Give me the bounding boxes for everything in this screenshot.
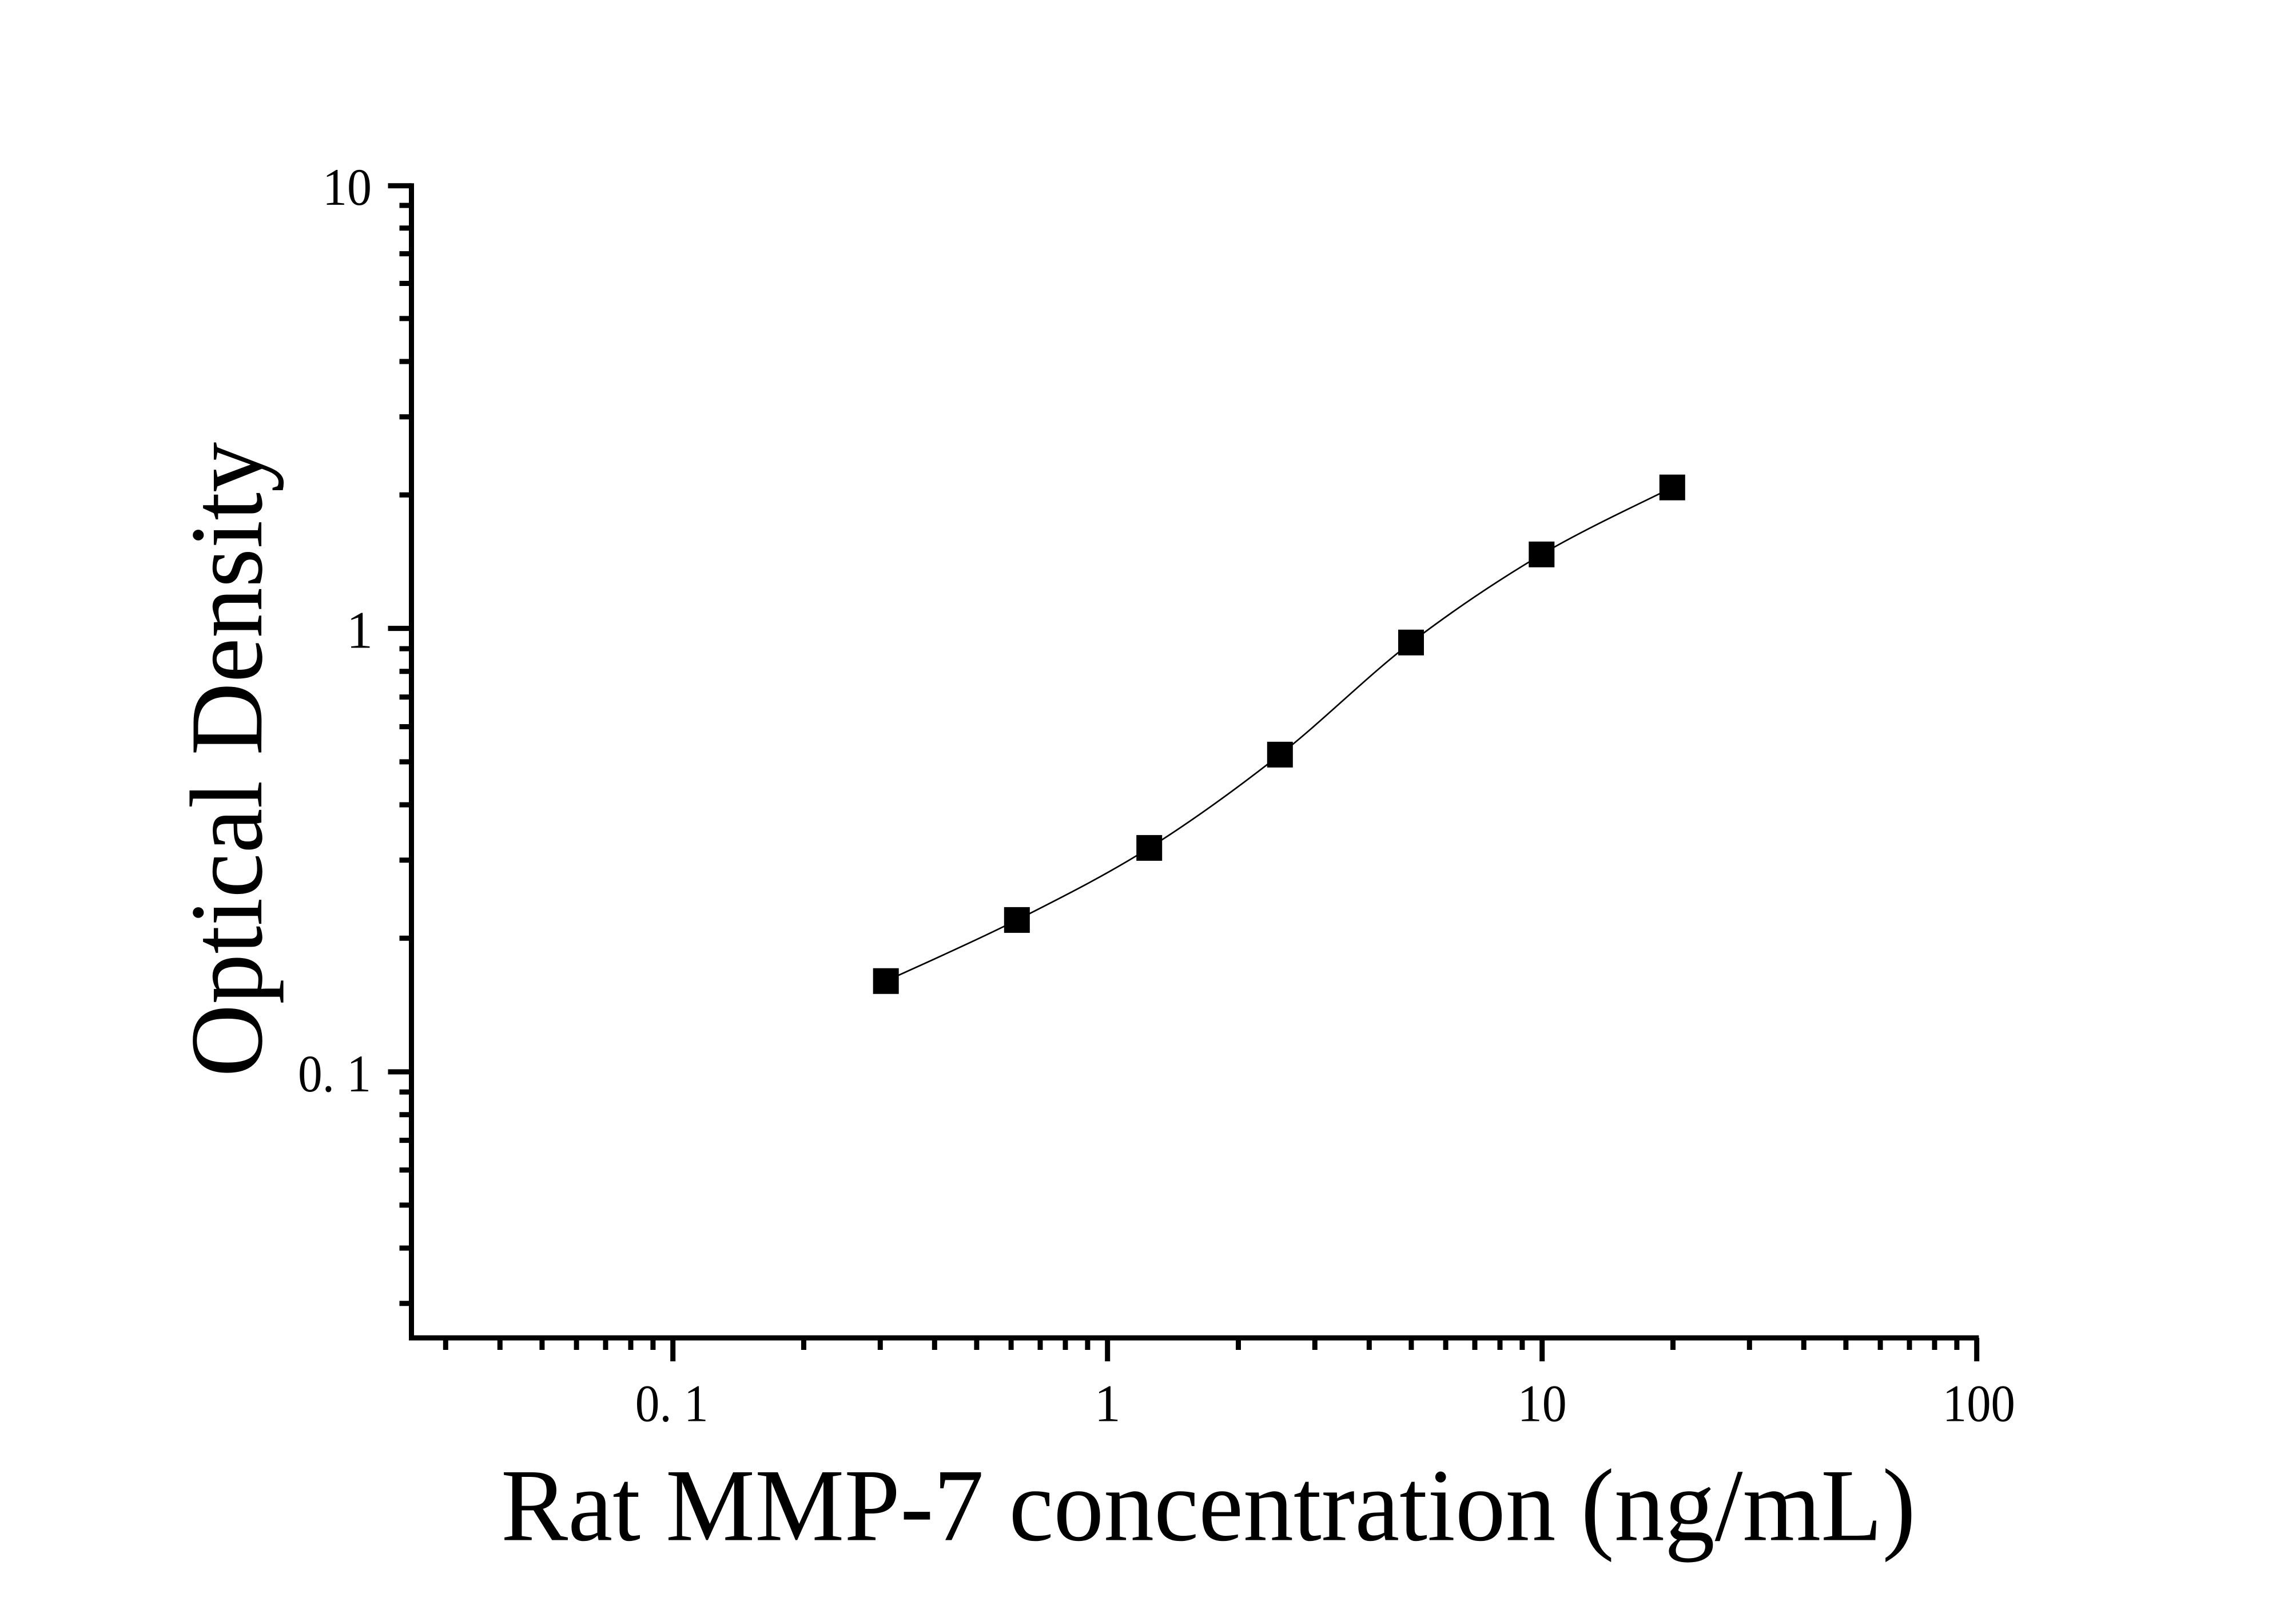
svg-text:10: 10 bbox=[323, 158, 372, 216]
svg-text:1: 1 bbox=[347, 601, 373, 660]
svg-text:Rat MMP-7 concentration (ng/mL: Rat MMP-7 concentration (ng/mL) bbox=[501, 1449, 1916, 1563]
svg-text:1: 1 bbox=[1095, 1374, 1121, 1433]
svg-text:100: 100 bbox=[1943, 1374, 2015, 1433]
svg-text:0. 1: 0. 1 bbox=[298, 1044, 371, 1103]
svg-text:Optical Density: Optical Density bbox=[170, 442, 284, 1077]
svg-text:10: 10 bbox=[1518, 1374, 1567, 1433]
svg-text:0. 1: 0. 1 bbox=[635, 1374, 709, 1433]
